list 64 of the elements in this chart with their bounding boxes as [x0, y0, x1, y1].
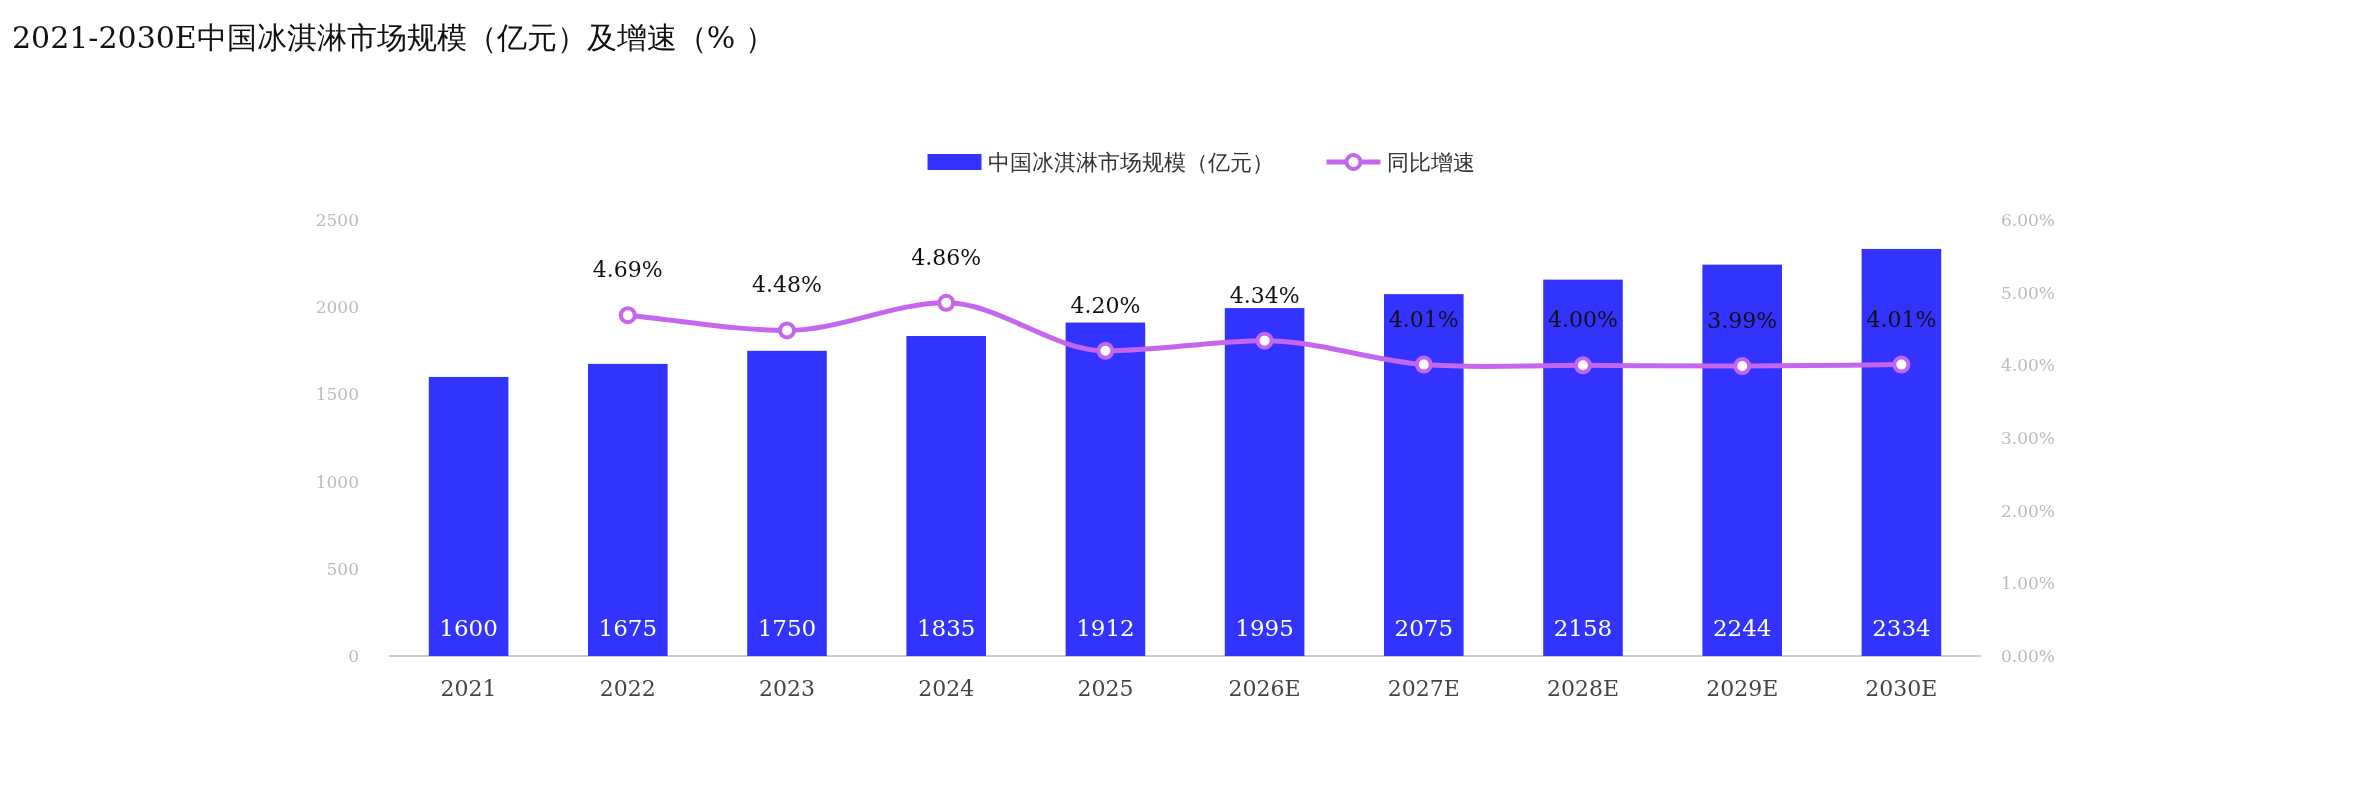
- y2-tick-label: 6.00%: [2001, 210, 2056, 230]
- bar: [906, 335, 986, 656]
- y-tick-label: 0: [348, 646, 359, 666]
- y2-tick-label: 1.00%: [2001, 573, 2056, 594]
- x-tick-label: 2027E: [1387, 676, 1460, 701]
- legend-label: 同比增速: [1386, 150, 1475, 175]
- point: [1892, 355, 1911, 374]
- y-tick-label: 2500: [315, 210, 359, 230]
- x-tick-label: 2025: [1077, 676, 1134, 701]
- x-tick-label: 2024: [918, 676, 975, 701]
- bar: [1543, 279, 1623, 656]
- x-tick-label: 2030E: [1865, 676, 1938, 701]
- bar: [747, 350, 827, 656]
- x-tick-label: 2029E: [1706, 676, 1779, 701]
- point: [618, 306, 637, 325]
- point: [1574, 356, 1592, 375]
- y2-tick-label: 0.00%: [2001, 646, 2056, 666]
- data-label: 4.01%: [1866, 306, 1937, 332]
- data-label: 4.20%: [1070, 292, 1141, 318]
- data-label: 1912: [1076, 615, 1135, 641]
- y2-tick-label: 3.00%: [2001, 428, 2056, 448]
- legend-label: 中国冰淇淋市场规模（亿元）: [987, 150, 1274, 175]
- data-label: 1675: [598, 615, 658, 641]
- y2-tick-label: 2.00%: [2001, 500, 2056, 521]
- x-tick-label: 2028E: [1546, 676, 1620, 701]
- data-label: 4.00%: [1548, 307, 1618, 333]
- y-tick-label: 500: [326, 558, 359, 579]
- x-tick-label: 2022: [599, 676, 656, 701]
- data-label: 1750: [757, 615, 817, 641]
- data-label: 1835: [916, 615, 976, 641]
- bar: [1384, 294, 1464, 656]
- data-label: 4.01%: [1388, 306, 1459, 332]
- y-tick-label: 1500: [315, 384, 359, 405]
- x-tick-label: 2023: [759, 676, 815, 701]
- point: [1096, 341, 1115, 360]
- point: [1414, 355, 1433, 374]
- bar: [1861, 248, 1942, 656]
- point: [937, 293, 956, 312]
- bar: [1224, 308, 1305, 656]
- y2-tick-label: 5.00%: [2001, 282, 2056, 303]
- data-label: 2075: [1394, 615, 1454, 641]
- y2-tick-label: 4.00%: [2001, 355, 2056, 376]
- bar: [1065, 322, 1146, 656]
- data-label: 4.86%: [911, 244, 982, 270]
- point: [1733, 357, 1752, 376]
- point: [778, 321, 796, 340]
- data-label: 4.69%: [592, 257, 663, 283]
- y-tick-label: 1000: [315, 471, 359, 492]
- data-label: 2334: [1872, 615, 1931, 641]
- x-tick-label: 2021: [440, 676, 497, 701]
- data-label: 2244: [1712, 615, 1772, 641]
- chart-title: 2021-2030E中国冰淇淋市场规模（亿元）及增速（% ）: [12, 20, 775, 55]
- data-label: 3.99%: [1707, 308, 1778, 334]
- data-label: 1600: [439, 615, 498, 641]
- point: [1255, 331, 1274, 350]
- data-label: 2158: [1553, 615, 1613, 641]
- x-tick-label: 2026E: [1228, 676, 1301, 701]
- data-label: 1995: [1235, 615, 1294, 641]
- y-tick-label: 2000: [315, 297, 359, 318]
- data-label: 4.34%: [1229, 282, 1300, 308]
- data-label: 4.48%: [752, 272, 822, 298]
- bar: [588, 363, 668, 656]
- bar: [428, 376, 509, 656]
- bar: [1702, 264, 1782, 656]
